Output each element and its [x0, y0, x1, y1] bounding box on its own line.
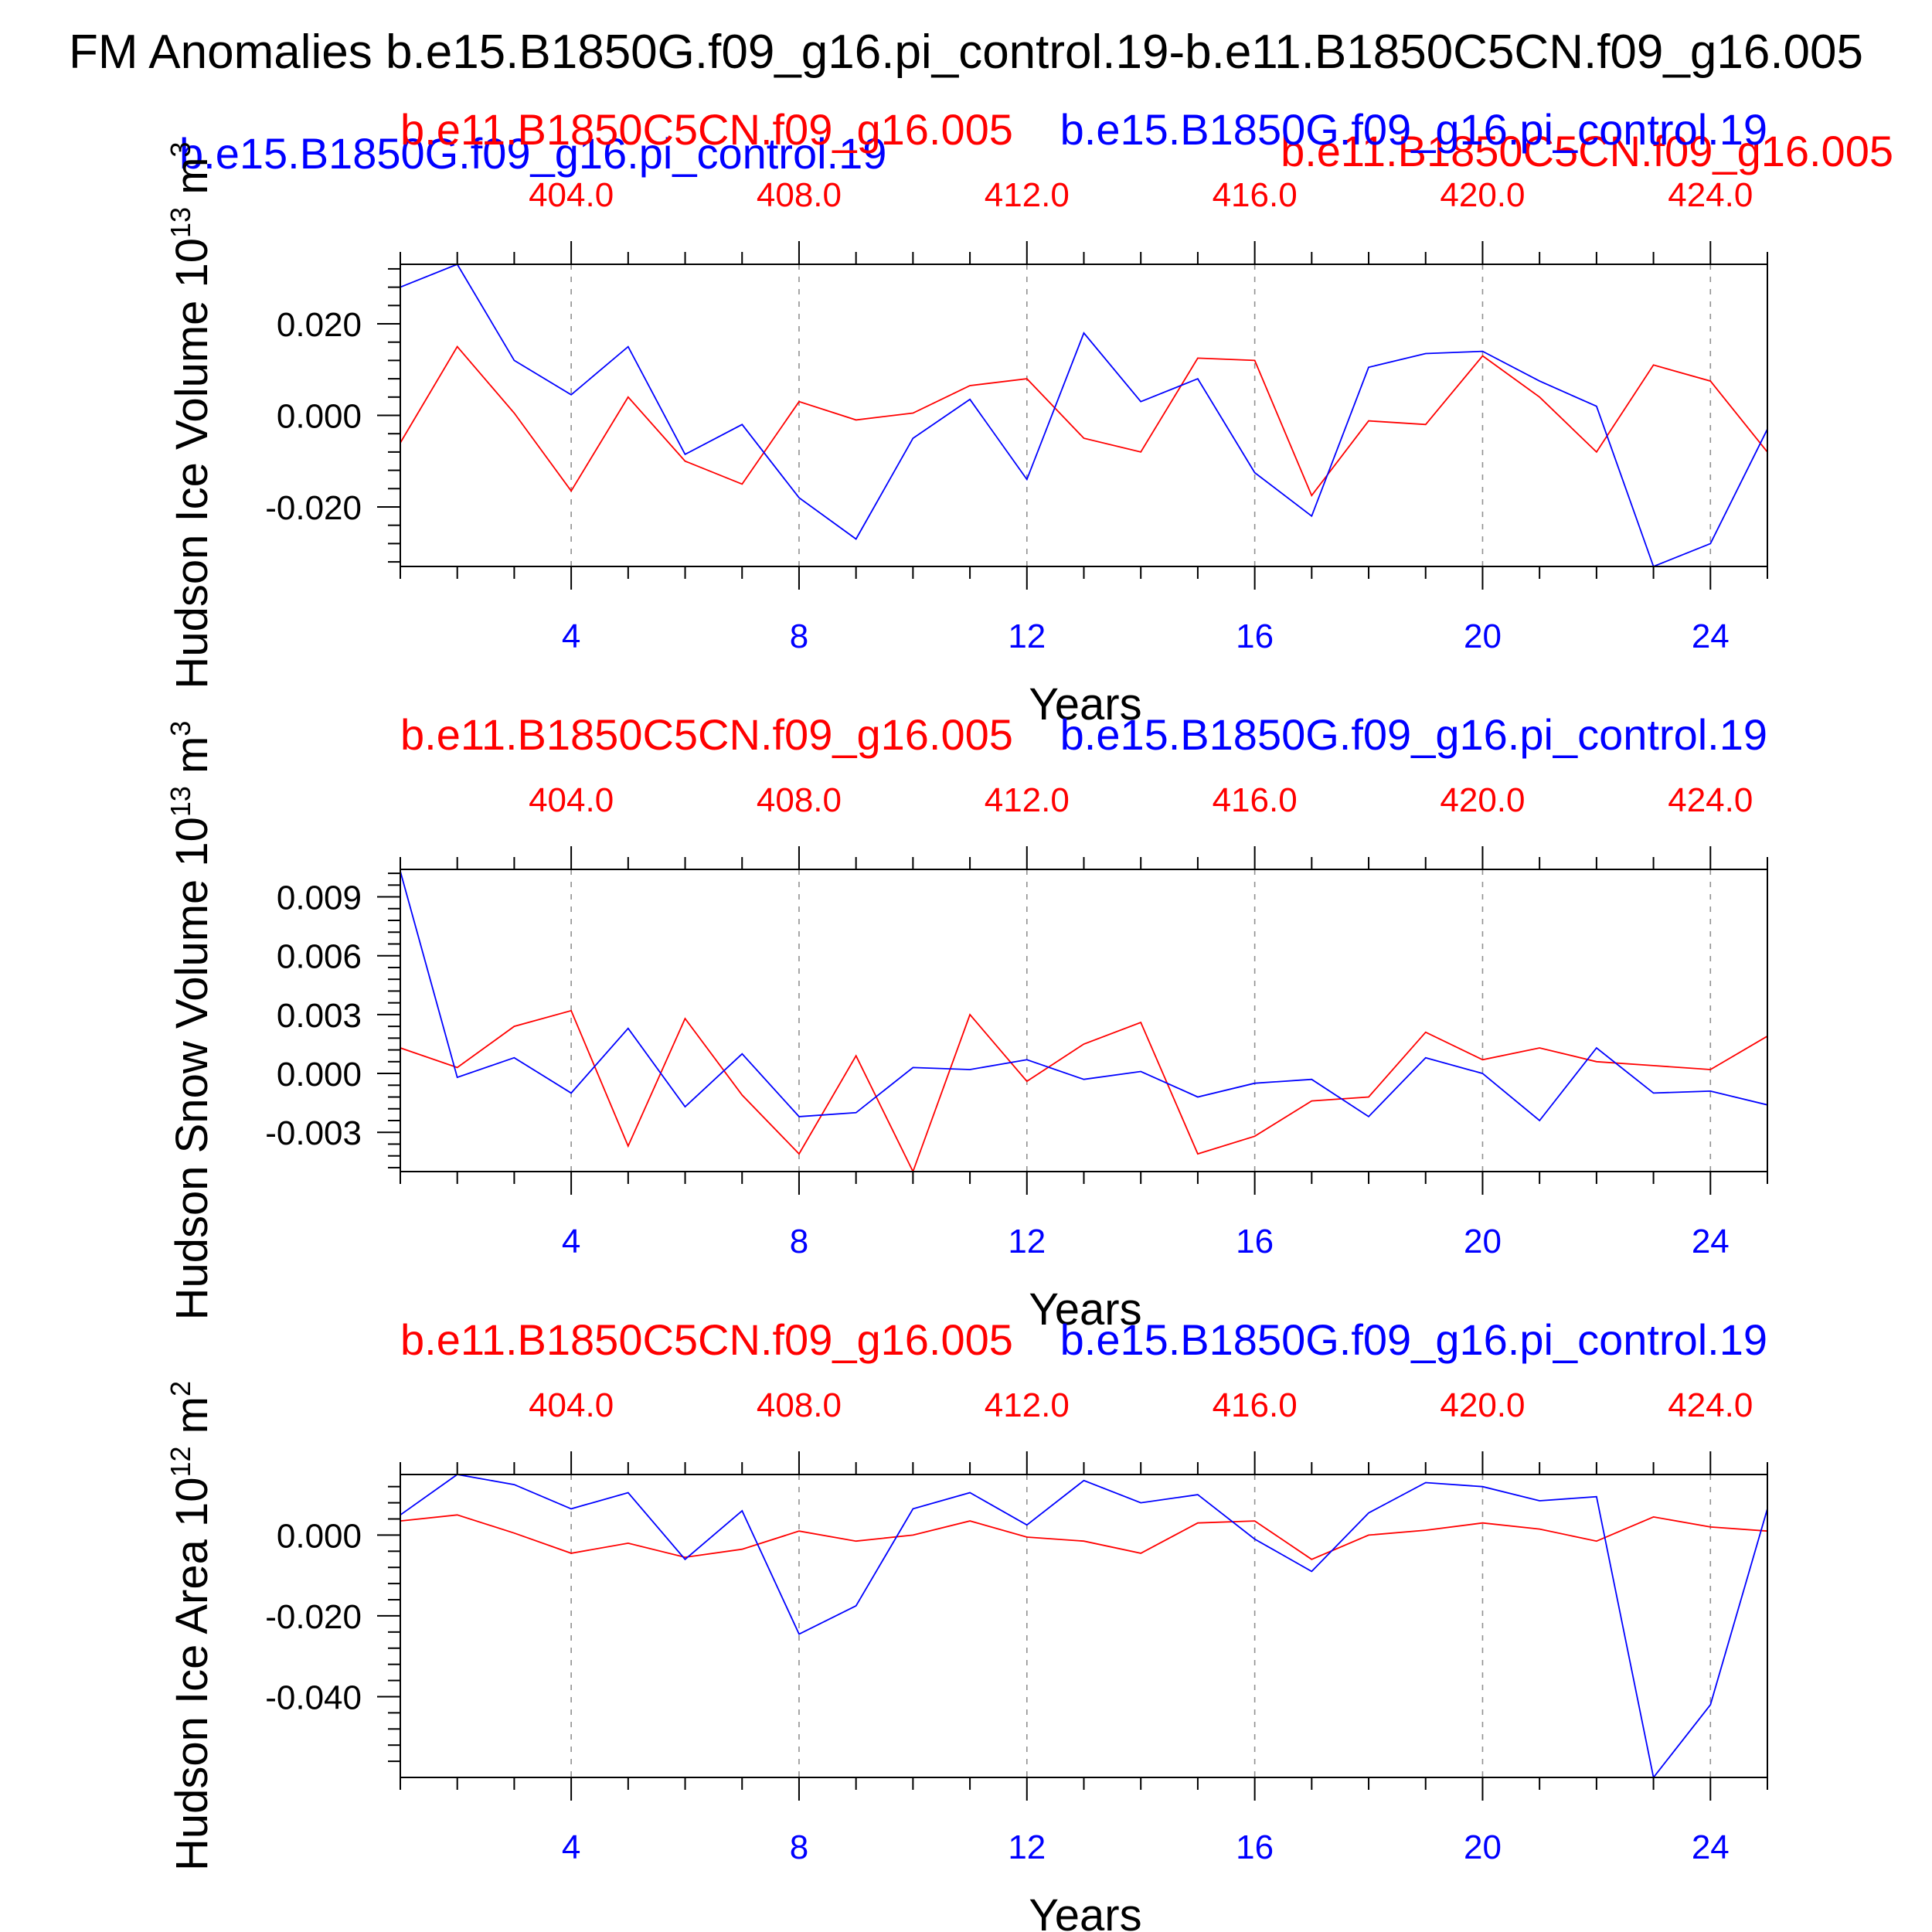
panel-snow-volume: 4 404.0 8 408.0 12 412.0 16 416.0 20 420.0 24 424.0…	[165, 710, 1768, 1335]
y-tick-label: -0.020	[265, 1598, 362, 1636]
x-tick-label-bottom: 24	[1692, 1828, 1730, 1866]
top-right-series-label: b.e15.B1850G.f09_g16.pi_control.19	[1060, 710, 1767, 759]
x-tick-label-top: 420.0	[1440, 781, 1525, 819]
y-tick-label: -0.040	[265, 1679, 362, 1716]
x-tick-label-bottom: 8	[790, 617, 808, 655]
y-tick-label: 0.020	[277, 306, 362, 344]
y-axis-label: Hudson Snow Volume 1013 m3	[165, 721, 217, 1321]
x-tick-label-top: 412.0	[985, 176, 1070, 214]
x-tick-label-top: 416.0	[1213, 1386, 1298, 1424]
x-tick-label-top: 424.0	[1668, 1386, 1753, 1424]
y-tick-label: 0.006	[277, 938, 362, 976]
y-tick-label: 0.003	[277, 997, 362, 1035]
series-line-blue	[400, 1474, 1768, 1780]
y-tick-label: 0.000	[277, 398, 362, 436]
x-tick-label-bottom: 8	[790, 1828, 808, 1866]
legend-blue-label: b.e15.B1850G.f09_g16.pi_control.19	[179, 129, 886, 178]
x-tick-label-bottom: 20	[1464, 1828, 1502, 1866]
x-tick-label-top: 424.0	[1668, 176, 1753, 214]
x-tick-label-bottom: 12	[1008, 1828, 1046, 1866]
y-tick-label: 0.000	[277, 1517, 362, 1555]
x-tick-label-top: 404.0	[529, 1386, 614, 1424]
x-tick-label-top: 404.0	[529, 176, 614, 214]
top-right-series-label: b.e15.B1850G.f09_g16.pi_control.19	[1060, 105, 1767, 154]
x-tick-label-bottom: 12	[1008, 1223, 1046, 1260]
y-tick-label: -0.020	[265, 489, 362, 527]
x-axis-label: Years	[1029, 1890, 1141, 1932]
top-left-series-label: b.e11.B1850C5CN.f09_g16.005	[400, 1315, 1013, 1364]
x-tick-label-bottom: 4	[562, 1223, 580, 1260]
x-tick-label-top: 424.0	[1668, 781, 1753, 819]
x-tick-label-top: 420.0	[1440, 176, 1525, 214]
x-tick-label-top: 404.0	[529, 781, 614, 819]
y-axis-label: Hudson Ice Volume 1013 m3	[165, 141, 217, 689]
x-tick-label-top: 416.0	[1213, 176, 1298, 214]
main-title: FM Anomalies b.e15.B1850G.f09_g16.pi_con…	[69, 26, 1863, 79]
x-tick-label-bottom: 24	[1692, 617, 1730, 655]
x-tick-label-bottom: 16	[1236, 1828, 1274, 1866]
x-tick-label-top: 408.0	[757, 781, 842, 819]
series-line-red	[400, 1514, 1768, 1560]
y-axis-label: Hudson Ice Area 1012 m2	[165, 1381, 217, 1871]
series-line-blue	[400, 871, 1768, 1122]
x-tick-label-bottom: 12	[1008, 617, 1046, 655]
x-axis-label: Years	[1029, 1284, 1141, 1335]
panel-ice-volume: b.e15.B1850G.f09_g16.pi_control.19 b.e11…	[165, 105, 1893, 730]
y-tick-label: 0.009	[277, 879, 362, 917]
plot-frame	[400, 264, 1768, 567]
plot-frame	[400, 869, 1768, 1172]
x-tick-label-top: 420.0	[1440, 1386, 1525, 1424]
top-left-series-label: b.e11.B1850C5CN.f09_g16.005	[400, 710, 1013, 759]
x-axis-label: Years	[1029, 679, 1141, 730]
panel-ice-area: 4 404.0 8 408.0 12 412.0 16 416.0 20 420.0 24 424.0…	[165, 1315, 1768, 1932]
y-tick-label: -0.003	[265, 1114, 362, 1152]
top-left-series-label: b.e11.B1850C5CN.f09_g16.005	[400, 105, 1013, 154]
x-tick-label-top: 412.0	[985, 781, 1070, 819]
x-tick-label-bottom: 4	[562, 617, 580, 655]
series-line-red	[400, 1009, 1768, 1174]
x-tick-label-bottom: 16	[1236, 617, 1274, 655]
plot-frame	[400, 1474, 1768, 1778]
x-tick-label-bottom: 20	[1464, 617, 1502, 655]
x-tick-label-bottom: 24	[1692, 1223, 1730, 1260]
y-tick-label: 0.000	[277, 1056, 362, 1094]
x-tick-label-bottom: 16	[1236, 1223, 1274, 1260]
series-line-blue	[400, 263, 1768, 568]
x-tick-label-top: 412.0	[985, 1386, 1070, 1424]
x-tick-label-top: 408.0	[757, 1386, 842, 1424]
x-tick-label-bottom: 20	[1464, 1223, 1502, 1260]
x-tick-label-top: 408.0	[757, 176, 842, 214]
x-tick-label-top: 416.0	[1213, 781, 1298, 819]
series-line-red	[400, 345, 1768, 497]
x-tick-label-bottom: 4	[562, 1828, 580, 1866]
legend-red-label: b.e11.B1850C5CN.f09_g16.005	[1281, 127, 1893, 175]
top-right-series-label: b.e15.B1850G.f09_g16.pi_control.19	[1060, 1315, 1767, 1364]
x-tick-label-bottom: 8	[790, 1223, 808, 1260]
